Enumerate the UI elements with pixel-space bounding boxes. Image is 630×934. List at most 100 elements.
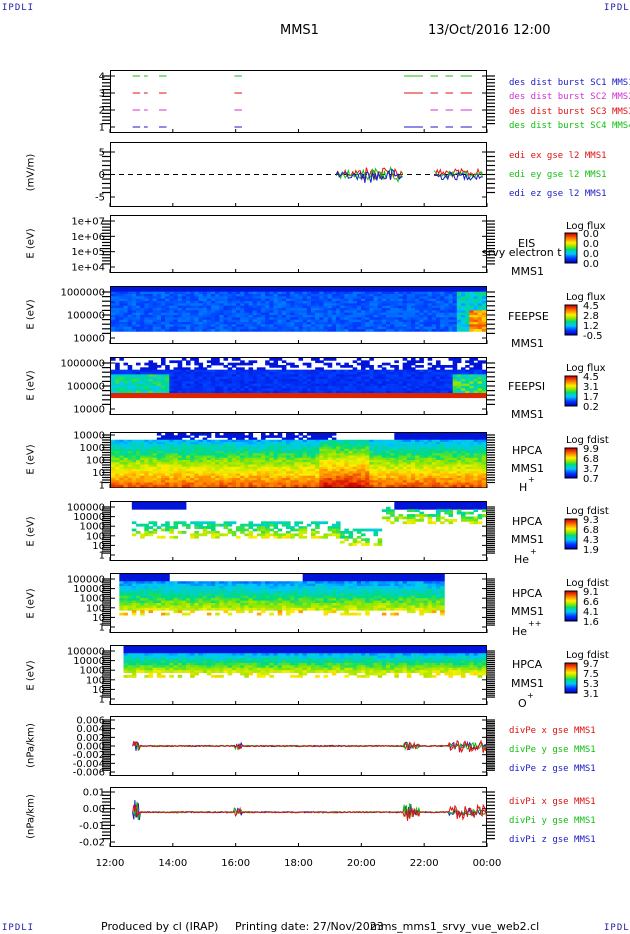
hpca_h-cell	[340, 451, 345, 454]
hpca_h-cell	[181, 453, 187, 456]
feepsi-cell	[202, 393, 208, 396]
feepsi-cell	[127, 386, 133, 389]
feepsi-cell	[311, 372, 316, 375]
hpca_h-cell	[256, 446, 262, 450]
hpca_h-cell	[336, 471, 341, 474]
feepse-cell	[298, 329, 304, 332]
feepse-cell	[215, 324, 220, 328]
feepse-cell	[352, 317, 358, 321]
feepse-cell	[269, 298, 274, 302]
hpca_h-cell	[202, 444, 208, 447]
feepse-cell	[223, 298, 229, 302]
feepsi-cell	[206, 388, 212, 392]
feepsi-cell	[290, 383, 295, 387]
hpca_h-cell	[281, 446, 287, 450]
hpca_h-cell	[340, 478, 345, 481]
feepse-cell	[186, 329, 191, 332]
hpca_h-cell	[173, 444, 179, 447]
hpca_h-cell	[315, 466, 320, 470]
feepse-cell	[136, 308, 141, 311]
feepsi-cell	[198, 374, 204, 378]
feepsi-cell	[423, 381, 429, 385]
feepsi-cell	[152, 386, 158, 389]
feepsi-cell	[436, 360, 441, 364]
feepse-cell	[315, 291, 320, 295]
feepse-cell	[327, 305, 333, 309]
feepse-cell	[331, 294, 337, 297]
feepsi-cell	[344, 376, 349, 380]
feepse-cell	[140, 287, 145, 290]
feepsi-cell	[248, 360, 254, 364]
feepse-cell	[148, 301, 154, 304]
feepsi-cell	[131, 381, 137, 385]
feepse-cell	[306, 303, 312, 307]
feepse-cell	[244, 326, 249, 330]
feepse-cell	[173, 326, 179, 330]
feepse-cell	[344, 319, 349, 323]
feepsi-cell	[298, 395, 304, 399]
feepse-cell	[448, 305, 454, 309]
feepsi-cell	[223, 379, 229, 382]
feepsi-cell	[356, 369, 362, 373]
feepse-cell	[194, 291, 199, 295]
feepse-cell	[140, 289, 145, 293]
hpca_h-cell	[136, 455, 141, 459]
hpca_h-cell	[161, 448, 166, 452]
feepse-cell	[381, 308, 387, 311]
feepsi-cell	[236, 383, 241, 387]
feepsi-cell	[319, 376, 324, 380]
feepse-cell	[140, 308, 145, 311]
feepsi-cell	[319, 393, 324, 396]
feepsi-cell	[156, 390, 162, 394]
feepse-cell	[273, 298, 279, 302]
feepsi-cell	[406, 383, 412, 387]
feepsi-cell	[144, 379, 149, 382]
feepse-cell	[411, 303, 416, 307]
feepse-cell	[319, 289, 324, 293]
feepse-cell	[244, 310, 249, 314]
feepse-cell	[444, 303, 449, 307]
feepse-cell	[227, 329, 233, 332]
feepsi-cell	[352, 372, 358, 375]
hpca_h-cell	[236, 435, 241, 438]
hpca_h-cell	[244, 448, 249, 452]
feepse-cell	[377, 289, 383, 293]
feepsi-cell	[319, 386, 324, 389]
feepse-cell	[294, 291, 299, 295]
feepsi-cell	[381, 395, 387, 399]
feepsi-cell	[286, 381, 291, 385]
hpca_h-cell	[190, 484, 195, 488]
feepsi-cell	[440, 372, 445, 375]
feepse-cell	[211, 310, 216, 314]
feepsi-cell	[286, 374, 291, 378]
feepsi-cell	[198, 369, 204, 373]
feepse-cell	[252, 287, 258, 290]
hpca_h-cell	[198, 451, 204, 454]
feepse-cell	[336, 308, 341, 311]
feepse-cell	[236, 322, 241, 325]
hpca_h-cell	[140, 439, 145, 443]
hpca_h-cell	[256, 439, 262, 443]
hpca_h-cell	[252, 453, 258, 456]
hpca_h-cell	[327, 460, 333, 463]
feepsi-cell	[481, 374, 487, 378]
feepse-cell	[319, 305, 324, 309]
hpca_h-cell	[111, 460, 116, 463]
feepsi-cell	[348, 381, 354, 385]
feepse-cell	[452, 303, 458, 307]
feepse-cell	[406, 324, 412, 328]
feepse-cell	[194, 296, 199, 300]
hpca_h-cell	[244, 439, 249, 443]
feepse-cell	[202, 312, 208, 316]
feepse-cell	[311, 291, 316, 295]
feepse-cell	[419, 291, 424, 295]
feepse-cell	[177, 294, 183, 297]
feepsi-cell	[302, 362, 308, 366]
feepse-cell	[269, 289, 274, 293]
hpca_h-cell	[311, 446, 316, 450]
hpca_h-cell	[131, 473, 137, 477]
feepse-cell	[352, 310, 358, 314]
feepsi-cell	[248, 395, 254, 399]
feepse-cell	[465, 305, 470, 309]
hpca_h-cell	[331, 442, 337, 445]
